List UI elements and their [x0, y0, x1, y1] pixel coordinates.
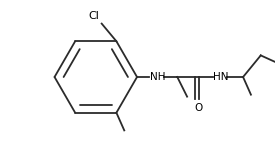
Text: HN: HN — [213, 72, 228, 82]
Text: NH: NH — [150, 72, 165, 82]
Text: Cl: Cl — [89, 11, 100, 21]
Text: O: O — [195, 103, 203, 113]
